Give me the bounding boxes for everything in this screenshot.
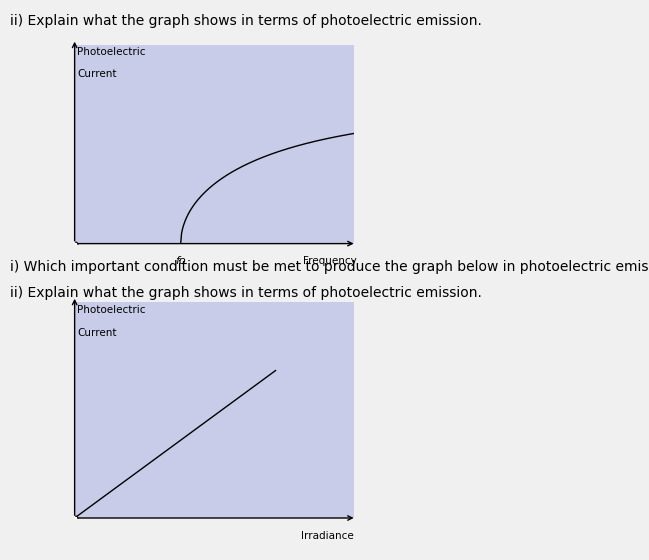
Text: i) Which important condition must be met to produce the graph below in photoelec: i) Which important condition must be met… [10,260,649,274]
Text: Irradiance: Irradiance [301,531,354,541]
Text: Current: Current [77,328,117,338]
Text: Photoelectric: Photoelectric [77,305,146,315]
Text: Frequency: Frequency [302,255,356,265]
Text: ii) Explain what the graph shows in terms of photoelectric emission.: ii) Explain what the graph shows in term… [10,14,482,28]
Text: ii) Explain what the graph shows in terms of photoelectric emission.: ii) Explain what the graph shows in term… [10,286,482,300]
Text: Photoelectric: Photoelectric [77,47,146,57]
Text: fo: fo [175,255,186,265]
Text: Current: Current [77,69,117,78]
